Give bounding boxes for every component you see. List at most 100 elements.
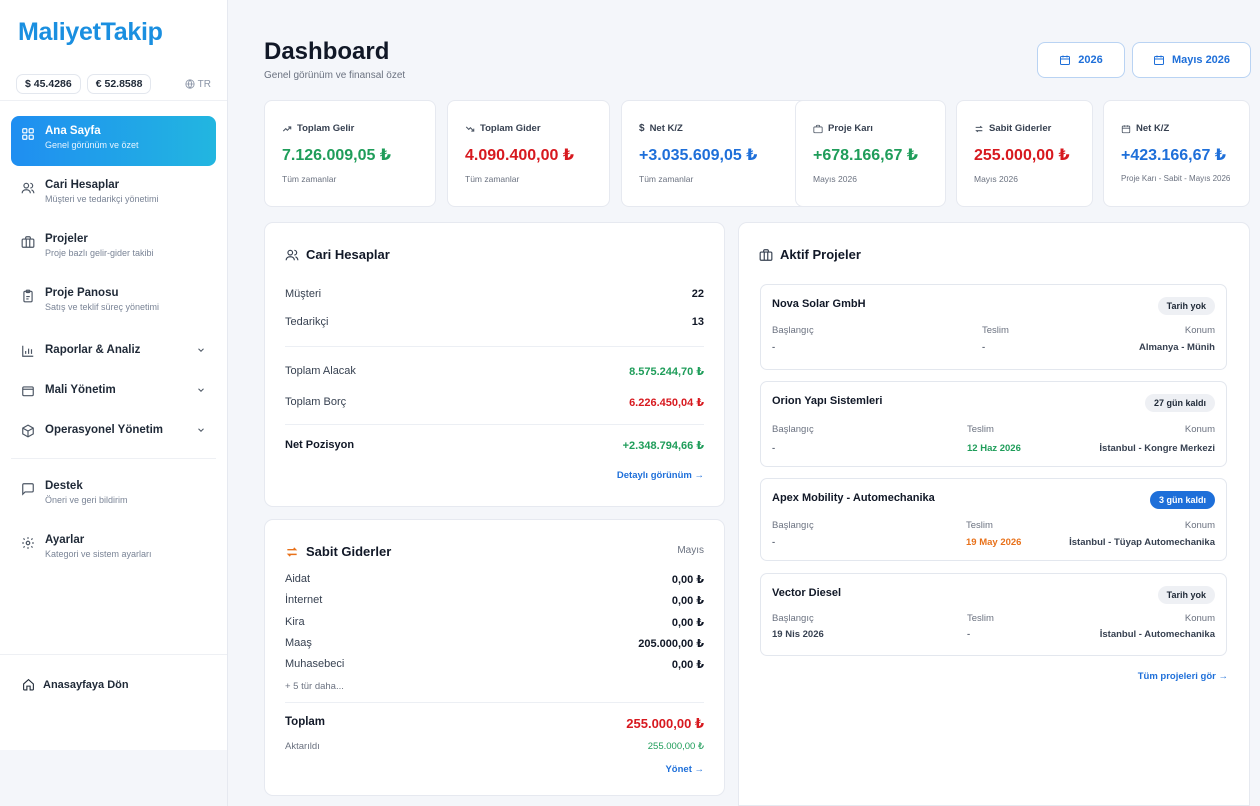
row-value: 0,00 ₺	[671, 574, 704, 586]
detail-view-link[interactable]: Detaylı görünüm →	[616, 470, 704, 481]
sidebar-item-operasyonel[interactable]: Operasyonel Yönetim	[11, 412, 216, 448]
project-name: Orion Yapı Sistemleri	[772, 395, 883, 407]
toplam-borc-row: Toplam Borç 6.226.450,04 ₺	[285, 396, 704, 409]
due-value: 12 Haz 2026	[967, 443, 1021, 454]
sidebar-item-title: Ayarlar	[45, 534, 85, 546]
year-filter-button[interactable]: 2026	[1037, 42, 1125, 78]
home-link-label: Anasayfaya Dön	[43, 678, 129, 691]
sidebar-item-title: Operasyonel Yönetim	[45, 424, 164, 436]
page-subtitle: Genel görünüm ve finansal özet	[264, 70, 406, 81]
stat-value: 255.000,00 ₺	[974, 147, 1070, 164]
stat-label: Toplam Gelir	[282, 123, 435, 134]
stat-label-text: Proje Karı	[828, 123, 873, 134]
trending-down-icon	[465, 126, 475, 132]
due-label: Teslim	[967, 613, 994, 624]
project-card[interactable]: Vector Diesel Tarih yok Başlangıç Teslim…	[760, 573, 1227, 656]
sidebar-item-title: Cari Hesaplar	[45, 179, 120, 191]
row-value: 13	[691, 316, 704, 328]
bar-chart-icon	[22, 345, 34, 357]
stat-label: $ Net K/Z	[639, 123, 809, 134]
start-label: Başlangıç	[772, 613, 814, 624]
box-icon	[22, 424, 34, 438]
divider	[285, 424, 704, 425]
refresh-icon	[286, 546, 298, 557]
stat-label: Sabit Giderler	[974, 123, 1092, 134]
home-icon	[23, 678, 34, 691]
users-icon	[21, 182, 35, 194]
row-label: İnternet	[285, 594, 323, 606]
sidebar-item-title: Destek	[45, 480, 83, 492]
sidebar-item-raporlar[interactable]: Raporlar & Analiz	[11, 332, 216, 368]
panel-title: Cari Hesaplar	[285, 247, 390, 262]
location-value: İstanbul - Automechanika	[1099, 629, 1215, 640]
stat-card-toplam-gider: Toplam Gider 4.090.400,00 ₺ Tüm zamanlar	[447, 100, 610, 207]
tedarikci-row: Tedarikçi 13	[285, 316, 704, 328]
usd-rate: $ 45.4286	[16, 74, 81, 94]
aktif-projeler-panel: Aktif Projeler Nova Solar GmbH Tarih yok…	[738, 222, 1250, 806]
cari-hesaplar-panel: Cari Hesaplar Müşteri 22 Tedarikçi 13 To…	[264, 222, 725, 507]
app-logo[interactable]: MaliyetTakip	[18, 18, 163, 46]
manage-link[interactable]: Yönet →	[665, 764, 704, 775]
row-value: 255.000,00 ₺	[647, 741, 704, 752]
sidebar-item-sub: Proje bazlı gelir-gider takibi	[45, 248, 154, 258]
stat-label: Toplam Gider	[465, 123, 609, 134]
stat-card-proje-kari: Proje Karı +678.166,67 ₺ Mayıs 2026	[795, 100, 946, 207]
start-value: -	[772, 342, 776, 353]
sabit-row: İnternet 0,00 ₺	[285, 594, 704, 607]
project-name: Apex Mobility - Automechanika	[772, 492, 935, 504]
stat-note: Tüm zamanlar	[282, 174, 337, 184]
sidebar-item-destek[interactable]: Destek Öneri ve geri bildirim	[11, 471, 216, 521]
stat-value: 7.126.009,05 ₺	[282, 147, 391, 164]
more-types-link[interactable]: + 5 tür daha...	[285, 681, 344, 692]
sidebar-item-cari-hesaplar[interactable]: Cari Hesaplar Müşteri ve tedarikçi yönet…	[11, 170, 216, 220]
sidebar-item-mali-yonetim[interactable]: Mali Yönetim	[11, 372, 216, 408]
trending-up-icon	[282, 125, 292, 131]
stat-note: Mayıs 2026	[974, 174, 1018, 184]
panel-title: Sabit Giderler	[285, 544, 391, 559]
start-label: Başlangıç	[772, 520, 814, 531]
sidebar-item-ana-sayfa[interactable]: Ana Sayfa Genel görünüm ve özet	[11, 116, 216, 166]
stat-label-text: Toplam Gelir	[297, 123, 355, 134]
briefcase-icon	[813, 124, 823, 133]
row-value: 0,00 ₺	[671, 595, 704, 607]
calendar-icon	[1060, 55, 1071, 65]
stat-value: 4.090.400,00 ₺	[465, 147, 574, 164]
panel-title-text: Cari Hesaplar	[306, 247, 390, 262]
stat-note: Proje Karı - Sabit - Mayıs 2026	[1121, 174, 1231, 183]
row-label: Aktarıldı	[285, 741, 320, 752]
row-label: Muhasebeci	[285, 658, 345, 670]
row-label: Aidat	[285, 573, 311, 585]
calendar-icon	[1121, 124, 1131, 133]
stat-note: Mayıs 2026	[813, 174, 857, 184]
due-value: -	[967, 629, 971, 640]
month-filter-button[interactable]: Mayıs 2026	[1132, 42, 1251, 78]
wallet-icon	[22, 386, 34, 397]
sidebar-divider	[0, 100, 227, 101]
divider	[285, 346, 704, 347]
start-value: 19 Nis 2026	[772, 629, 824, 640]
stat-label: Net K/Z	[1121, 123, 1249, 134]
panel-title: Aktif Projeler	[759, 247, 861, 262]
project-card[interactable]: Nova Solar GmbH Tarih yok Başlangıç Tesl…	[760, 284, 1227, 370]
row-label: Toplam Alacak	[285, 365, 356, 377]
sabit-row: Maaş 205.000,00 ₺	[285, 637, 704, 650]
row-label: Maaş	[285, 637, 312, 649]
project-card[interactable]: Orion Yapı Sistemleri 27 gün kaldı Başla…	[760, 381, 1227, 467]
stat-card-net-kz: $ Net K/Z +3.035.609,05 ₺ Tüm zamanlar	[621, 100, 810, 207]
sabit-giderler-panel: Sabit Giderler Mayıs Aidat 0,00 ₺ İntern…	[264, 519, 725, 796]
home-link[interactable]: Anasayfaya Dön	[22, 678, 129, 691]
project-card[interactable]: Apex Mobility - Automechanika 3 gün kald…	[760, 478, 1227, 561]
chevron-down-icon	[198, 428, 204, 432]
message-icon	[22, 483, 34, 496]
sidebar-footer: Anasayfaya Dön	[0, 654, 227, 750]
language-label: TR	[197, 78, 211, 90]
all-projects-link[interactable]: Tüm projeleri gör →	[1137, 671, 1228, 682]
sidebar-item-ayarlar[interactable]: Ayarlar Kategori ve sistem ayarları	[11, 525, 216, 575]
clipboard-icon	[23, 289, 33, 303]
users-icon	[285, 249, 299, 260]
row-value: 0,00 ₺	[671, 617, 704, 629]
sidebar-item-projeler[interactable]: Projeler Proje bazlı gelir-gider takibi	[11, 224, 216, 274]
language-switch[interactable]: TR	[185, 79, 211, 90]
sidebar-item-proje-panosu[interactable]: Proje Panosu Satış ve teklif süreç yönet…	[11, 278, 216, 328]
repeat-icon	[975, 125, 983, 132]
